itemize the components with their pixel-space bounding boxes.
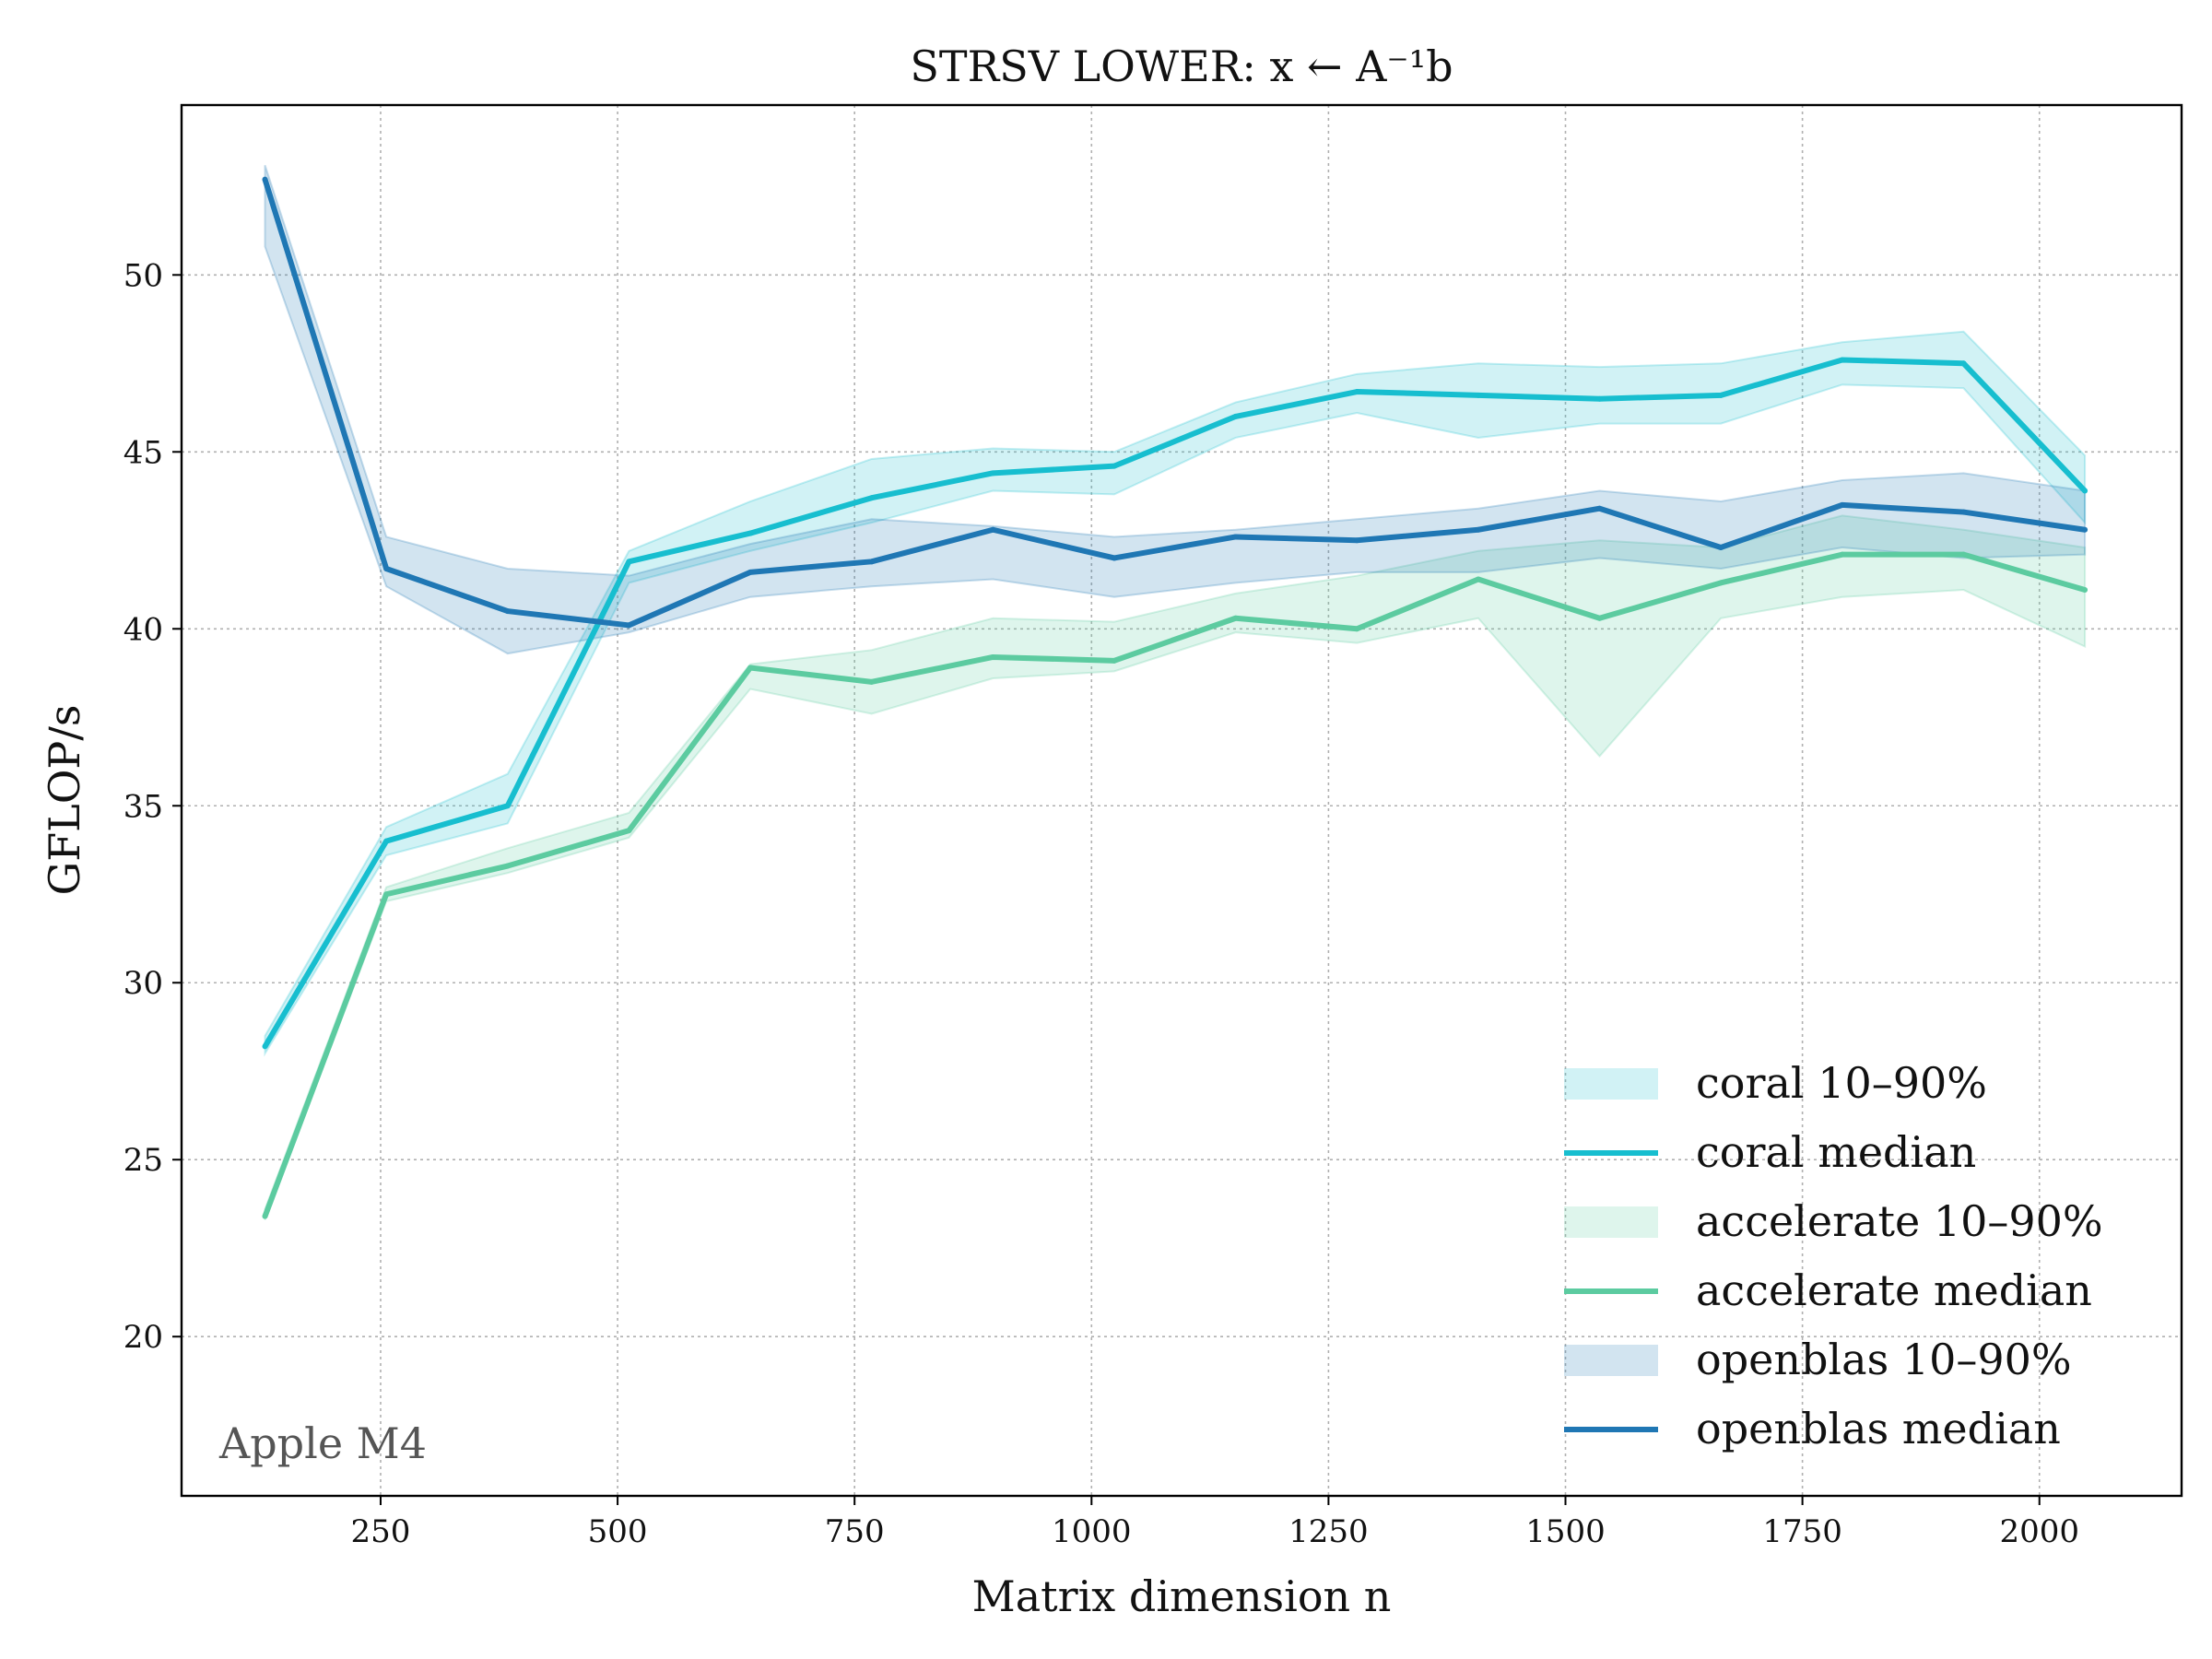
legend-label: coral 10–90% [1696, 1058, 1987, 1108]
coral-median-point [1960, 360, 1967, 367]
legend-entry: accelerate median [1564, 1265, 2092, 1315]
coral-median-point [868, 495, 875, 501]
y-tick-label: 30 [124, 965, 163, 1002]
accelerate-median-point [1839, 551, 1845, 558]
legend-swatch [1564, 1345, 1658, 1376]
openblas-median-point [1475, 526, 1481, 533]
openblas-band [264, 164, 2087, 655]
x-axis-label: Matrix dimension n [972, 1571, 1392, 1621]
y-tick-label: 50 [124, 257, 163, 294]
openblas-median-point [1596, 505, 1603, 512]
accelerate-median-point [1718, 580, 1724, 586]
coral-median-point [747, 530, 754, 536]
accelerate-median-point [383, 891, 390, 898]
accelerate-median-point [626, 828, 632, 834]
accelerate-median-point [868, 678, 875, 685]
legend-swatch [1564, 1068, 1658, 1100]
x-tick-label: 1250 [1288, 1513, 1369, 1550]
openblas-median-point [1718, 544, 1724, 550]
chart-title: STRSV LOWER: x ← A⁻¹b [910, 41, 1453, 91]
accelerate-median-line [262, 551, 2086, 1218]
coral-median-point [990, 470, 996, 477]
accelerate-median-point [1475, 576, 1481, 582]
x-tick-label: 2000 [1999, 1513, 2079, 1550]
x-tick-label: 1750 [1762, 1513, 1842, 1550]
platform-annotation: Apple M4 [218, 1418, 427, 1468]
x-tick-label: 750 [825, 1513, 885, 1550]
openblas-median-point [1232, 534, 1239, 540]
openblas-median-point [626, 622, 632, 629]
coral-median-point [1596, 395, 1603, 402]
x-tick-label: 500 [588, 1513, 648, 1550]
legend-entry: coral 10–90% [1564, 1058, 1987, 1108]
coral-median-point [1232, 413, 1239, 419]
coral-median-point [383, 838, 390, 844]
legend-entry: openblas 10–90% [1564, 1335, 2072, 1384]
legend-label: openblas 10–90% [1696, 1335, 2072, 1384]
openblas-median-point [1839, 501, 1845, 508]
legend-entry: openblas median [1564, 1404, 2061, 1453]
openblas-median-point [990, 526, 996, 533]
y-tick-label: 45 [124, 434, 163, 471]
accelerate-median-point [262, 1213, 268, 1219]
openblas-median-point [868, 559, 875, 565]
accelerate-median-point [1960, 551, 1967, 558]
x-tick-label: 250 [351, 1513, 411, 1550]
coral-median-point [1111, 463, 1117, 469]
coral-median-point [1718, 392, 1724, 398]
line-layer [262, 176, 2088, 1219]
coral-median-point [1839, 357, 1845, 363]
coral-median-point [1475, 392, 1481, 398]
coral-median-point [504, 803, 511, 809]
accelerate-median-point [1596, 615, 1603, 621]
legend-label: coral median [1696, 1127, 1976, 1177]
plot-frame [180, 103, 2183, 1498]
y-tick-label: 20 [124, 1319, 163, 1356]
coral-median-point [2082, 488, 2088, 494]
openblas-median-point [1960, 509, 1967, 515]
legend-label: accelerate 10–90% [1696, 1196, 2103, 1246]
legend-entry: accelerate 10–90% [1564, 1196, 2103, 1246]
x-tick-label: 1500 [1525, 1513, 1606, 1550]
y-tick-label: 35 [124, 788, 163, 825]
grid-layer [182, 105, 2182, 1496]
accelerate-median-point [1354, 626, 1360, 632]
tick-layer: 250 500 750 1000 1250 1500 1750 2000 20 25 30 35 40 4… [124, 257, 2079, 1550]
openblas-median-point [747, 569, 754, 575]
y-tick-label: 40 [124, 611, 163, 648]
x-tick-label: 1000 [1052, 1513, 1132, 1550]
legend: coral 10–90% coral median accelerate 10–90… [1564, 1058, 2103, 1453]
legend-swatch [1564, 1206, 1658, 1238]
openblas-median-point [1111, 555, 1117, 561]
openblas-median-line [262, 178, 2086, 629]
y-tick-label: 25 [124, 1142, 163, 1179]
accelerate-median-point [747, 665, 754, 671]
accelerate-median-point [1111, 657, 1117, 664]
legend-label: accelerate median [1696, 1265, 2092, 1315]
openblas-median-point [383, 566, 390, 571]
openblas-median-point [504, 608, 511, 615]
legend-label: openblas median [1696, 1404, 2061, 1453]
coral-median-point [1354, 389, 1360, 395]
openblas-median-point [262, 176, 268, 182]
accelerate-median-point [1232, 615, 1239, 621]
legend-entry: coral median [1564, 1127, 1976, 1177]
coral-band [264, 330, 2087, 1057]
openblas-median-point [2082, 526, 2088, 533]
coral-median-point [262, 1043, 268, 1050]
accelerate-median-point [504, 863, 511, 869]
accelerate-median-point [990, 653, 996, 660]
coral-median-point [626, 559, 632, 565]
coral-median-line [262, 357, 2088, 1048]
openblas-median-point [1354, 537, 1360, 544]
y-axis-label: GFLOP/s [40, 705, 89, 896]
accelerate-median-point [2082, 587, 2088, 594]
accelerate-band [264, 514, 2087, 1220]
band-layer [264, 164, 2087, 1220]
